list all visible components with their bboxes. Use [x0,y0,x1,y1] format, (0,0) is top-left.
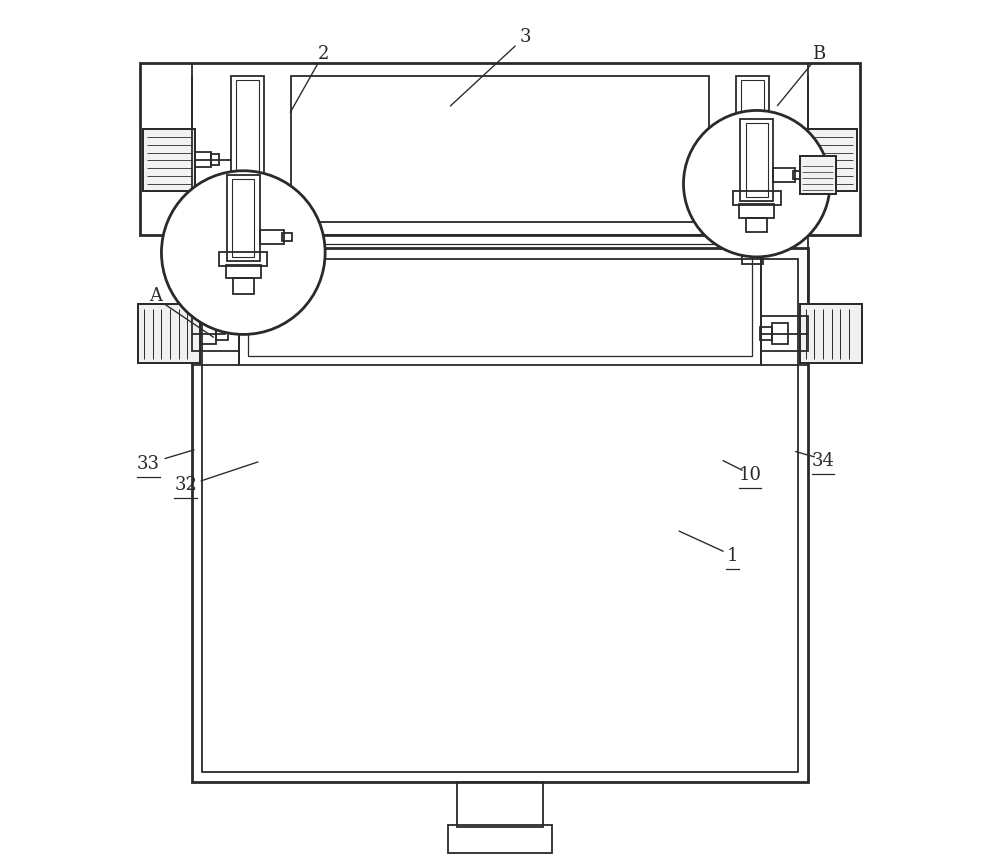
Bar [138,304,200,363]
Bar [772,323,788,344]
Text: A: A [149,287,162,304]
Bar [735,236,770,251]
Bar [291,76,709,223]
Bar [211,154,219,165]
Bar [195,152,211,167]
Bar [800,156,836,194]
Bar [232,179,254,257]
Bar [138,304,200,363]
Bar [800,304,862,363]
Bar [793,171,802,179]
Bar [222,223,273,238]
Bar [143,128,195,191]
Text: 1: 1 [727,547,738,564]
Bar [800,304,862,363]
Bar [216,327,228,341]
Bar [457,782,543,827]
Text: 10: 10 [738,466,761,484]
Ellipse shape [683,110,830,257]
Bar [739,205,774,218]
Bar [282,232,292,241]
Bar [192,248,808,782]
Bar [192,316,239,351]
Bar [733,192,781,205]
Bar [237,250,258,264]
Bar [226,264,261,278]
Bar [233,278,254,294]
Bar [742,250,763,264]
Bar [746,218,767,231]
Text: 3: 3 [520,29,532,46]
Ellipse shape [161,171,325,335]
Bar [805,128,857,191]
Text: B: B [812,45,825,63]
Bar [736,76,769,223]
Bar [760,327,772,341]
Bar [227,175,260,261]
Bar [239,235,761,365]
Bar [236,81,259,218]
Text: 2: 2 [318,45,329,63]
Bar [200,323,216,344]
Bar [448,825,552,853]
Text: 33: 33 [137,454,160,473]
Text: 34: 34 [812,452,834,470]
Bar [248,244,752,356]
Bar [740,119,773,201]
Bar [761,316,808,351]
Bar [805,128,857,191]
Bar [143,128,195,191]
Bar [202,258,798,772]
Bar [219,251,267,265]
Bar [746,123,768,197]
Bar [772,154,781,165]
Text: 32: 32 [174,476,197,494]
Bar [230,236,265,251]
Bar [781,152,796,167]
Bar [260,231,284,244]
Bar [727,223,778,238]
Bar [140,63,860,235]
Bar [800,156,836,194]
Bar [741,81,764,218]
Bar [231,76,264,223]
Bar [773,168,795,182]
